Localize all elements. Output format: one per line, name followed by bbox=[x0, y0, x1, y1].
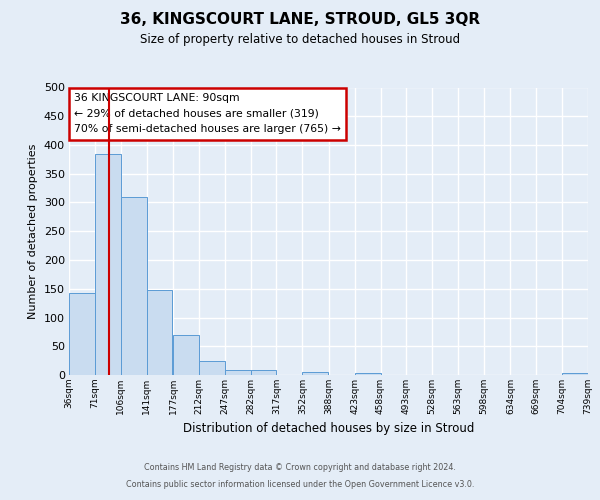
Text: 36, KINGSCOURT LANE, STROUD, GL5 3QR: 36, KINGSCOURT LANE, STROUD, GL5 3QR bbox=[120, 12, 480, 28]
Bar bbox=[146, 290, 172, 375]
Bar bbox=[69, 293, 95, 375]
Text: Contains HM Land Registry data © Crown copyright and database right 2024.: Contains HM Land Registry data © Crown c… bbox=[144, 464, 456, 472]
X-axis label: Distribution of detached houses by size in Stroud: Distribution of detached houses by size … bbox=[183, 422, 474, 436]
Bar bbox=[355, 374, 380, 375]
Bar bbox=[95, 154, 121, 375]
Text: Size of property relative to detached houses in Stroud: Size of property relative to detached ho… bbox=[140, 32, 460, 46]
Bar bbox=[121, 196, 146, 375]
Text: Contains public sector information licensed under the Open Government Licence v3: Contains public sector information licen… bbox=[126, 480, 474, 489]
Bar bbox=[251, 370, 277, 375]
Bar bbox=[562, 374, 588, 375]
Y-axis label: Number of detached properties: Number of detached properties bbox=[28, 144, 38, 319]
Bar bbox=[225, 370, 251, 375]
Bar bbox=[302, 372, 328, 375]
Bar bbox=[173, 335, 199, 375]
Bar bbox=[199, 360, 225, 375]
Text: 36 KINGSCOURT LANE: 90sqm
← 29% of detached houses are smaller (319)
70% of semi: 36 KINGSCOURT LANE: 90sqm ← 29% of detac… bbox=[74, 93, 341, 134]
